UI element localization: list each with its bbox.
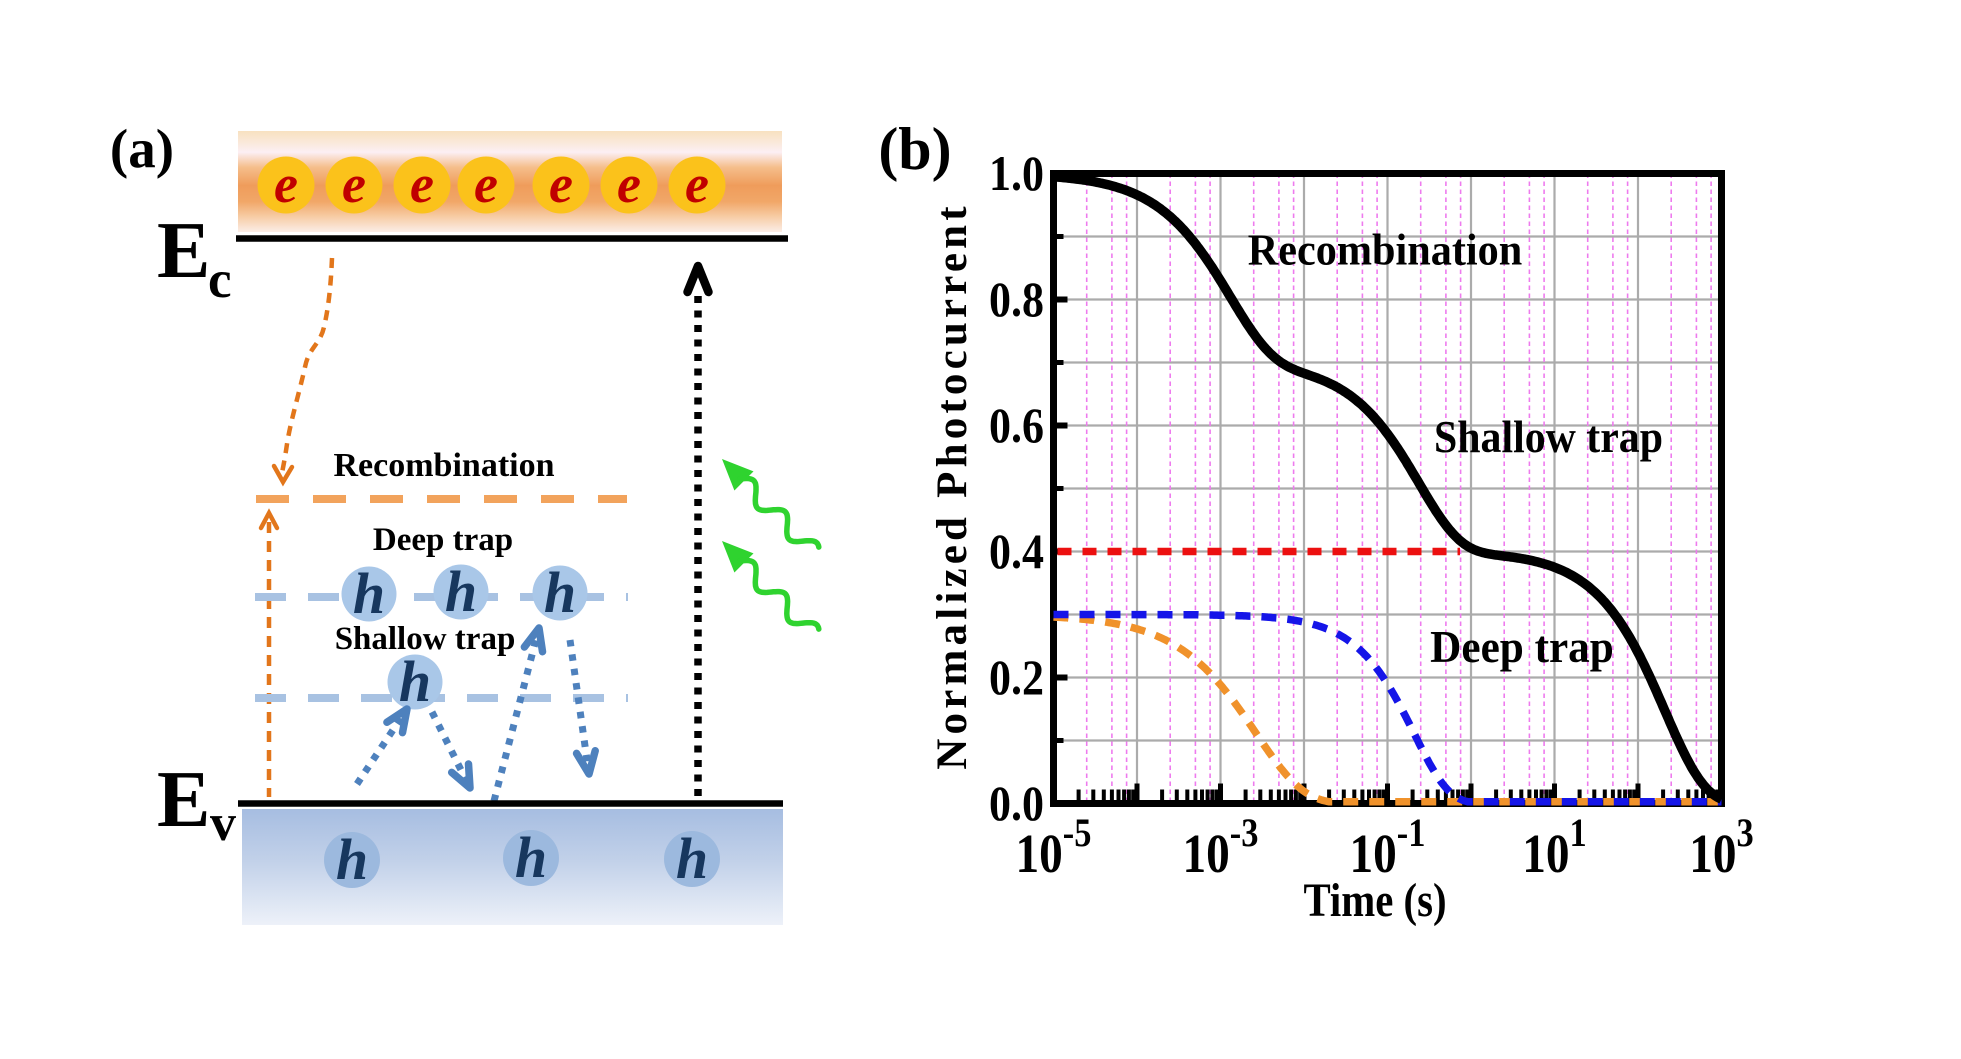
svg-text:e: e [342,154,366,214]
svg-text:e: e [474,154,498,214]
svg-text:(a): (a) [110,118,174,179]
svg-text:e: e [685,154,709,214]
svg-text:0.6: 0.6 [989,399,1044,454]
svg-text:Recombination: Recombination [334,447,555,484]
svg-text:Shallow trap: Shallow trap [335,621,516,657]
svg-text:E: E [157,756,210,844]
svg-text:0.2: 0.2 [989,651,1044,706]
svg-text:Shallow trap: Shallow trap [1434,413,1663,463]
svg-text:Time (s): Time (s) [1303,873,1446,927]
svg-text:e: e [410,154,434,214]
svg-text:0.4: 0.4 [989,525,1044,580]
svg-text:(b): (b) [878,116,951,182]
svg-text:h: h [676,826,708,891]
svg-text:e: e [274,154,298,214]
svg-text:1.0: 1.0 [989,147,1044,202]
svg-text:h: h [445,559,477,624]
svg-text:h: h [336,827,368,892]
svg-text:h: h [515,825,547,890]
svg-text:Deep trap: Deep trap [373,522,513,558]
svg-text:Deep trap: Deep trap [1430,621,1614,673]
svg-text:c: c [208,251,232,309]
svg-text:Normalized Photocurrent: Normalized Photocurrent [929,202,976,770]
svg-text:h: h [353,561,385,626]
svg-text:e: e [617,154,641,214]
svg-text:v: v [210,795,236,852]
svg-text:h: h [544,560,576,625]
svg-text:101: 101 [1522,812,1586,885]
svg-text:0.0: 0.0 [989,777,1044,832]
svg-text:0.8: 0.8 [989,273,1044,328]
svg-text:h: h [399,649,431,714]
svg-text:E: E [157,207,210,295]
svg-text:10-1: 10-1 [1350,812,1426,885]
svg-text:e: e [549,154,573,214]
svg-text:Recombination: Recombination [1248,227,1522,275]
